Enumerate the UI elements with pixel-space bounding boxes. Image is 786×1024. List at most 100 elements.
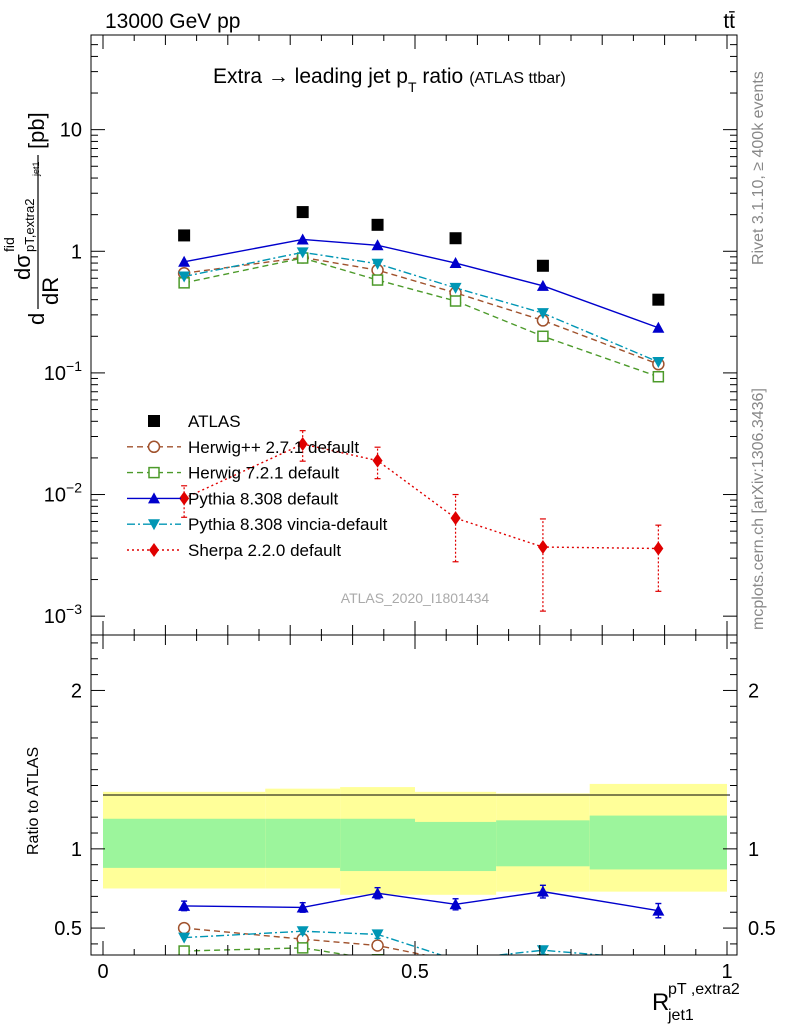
chart-title-note: (ATLAS ttbar): [469, 70, 566, 87]
legend-marker: [148, 466, 160, 479]
legend-label: Sherpa 2.2.0 default: [188, 541, 341, 560]
ratio-data-layer: [177, 884, 665, 967]
chart-title-tail: ratio: [417, 65, 464, 88]
ratio-inner-band: [265, 818, 341, 868]
ratio-data-point: [652, 904, 665, 916]
ratio-data-point: [178, 899, 191, 911]
ratio-series-line: [184, 890, 659, 912]
energy-label: 13000 GeV pp: [105, 10, 240, 33]
main-data-point: [653, 541, 664, 556]
ratio-inner-band: [340, 818, 415, 872]
analysis-id: ATLAS_2020_I1801434: [341, 590, 490, 606]
ratio-frame: [90, 634, 738, 956]
main-y-tick-label: 10: [60, 120, 82, 142]
ylabel-subsub: jet1: [31, 161, 41, 177]
ratio-data-point: [536, 885, 549, 897]
ratio-data-point: [178, 945, 190, 955]
main-series-line: [183, 251, 659, 363]
ratio-y-tick-label-right: 1: [748, 839, 759, 861]
main-data-point: [652, 356, 665, 368]
main-data-point: [652, 321, 665, 333]
main-data-point: [296, 206, 309, 219]
legend-label: Pythia 8.308 vincia-default: [188, 515, 388, 534]
main-y-tick-label: 10−3: [44, 601, 82, 628]
main-series-line: [183, 238, 659, 329]
legend-marker: [148, 519, 160, 531]
ratio-data-point: [178, 932, 191, 944]
main-data-point: [372, 453, 383, 468]
ylabel-d: d: [24, 313, 49, 325]
main-series-line: [183, 443, 659, 550]
main-series-line: [184, 256, 659, 365]
ratio-series-line: [184, 930, 610, 955]
ylabel-sub: pT,extra2: [22, 199, 37, 252]
x-tick-label: 0.5: [401, 961, 429, 983]
ratio-data-point: [653, 956, 664, 967]
legend-marker: [148, 415, 160, 427]
main-data-point: [536, 308, 549, 320]
ylabel-fid: fid: [1, 237, 17, 252]
ratio-inner-band: [589, 815, 727, 870]
process-label: tt̄: [723, 10, 735, 33]
ratio-data-point: [537, 954, 549, 955]
ratio-data-point: [371, 954, 384, 955]
ratio-data-point: [371, 887, 384, 899]
main-data-point: [297, 437, 308, 452]
main-data-point: [371, 239, 384, 251]
ratio-data-point: [449, 898, 462, 910]
main-data-point: [652, 293, 665, 306]
main-data-point: [449, 257, 462, 269]
main-data-point: [449, 232, 462, 245]
mcplots-label: mcplots.cern.ch [arXiv:1306.3436]: [750, 388, 767, 630]
ratio-data-point: [296, 942, 309, 954]
ratio-data-point: [371, 929, 384, 941]
ratio-data-point: [371, 939, 384, 952]
main-data-point: [652, 370, 665, 383]
main-data-point: [536, 279, 549, 291]
legend-marker: [149, 543, 159, 557]
main-panel: 10−3 10−2 10−1 1 10 Extra → leading jet pT r…: [1, 34, 738, 636]
main-data-point: [537, 540, 548, 555]
ratio-axis-ticks: [91, 635, 737, 955]
ylabel-unit: [pb]: [24, 112, 49, 149]
ratio-data-point: [652, 954, 665, 955]
main-data-point: [296, 233, 309, 245]
ratio-inner-band: [496, 820, 590, 867]
main-data-point: [371, 258, 384, 270]
ratio-y-tick-label-right: 2: [748, 680, 759, 702]
main-data-point: [537, 330, 549, 343]
ratio-data-point: [451, 956, 461, 966]
legend-label: Herwig 7.2.1 default: [188, 464, 339, 483]
main-y-tick-label: 10−2: [44, 480, 82, 507]
ratio-data-point: [449, 954, 462, 955]
main-data-layer: [177, 206, 665, 612]
ratio-y-tick-label-left: 2: [71, 680, 82, 702]
legend-label: ATLAS: [188, 412, 241, 431]
ratio-inner-band: [103, 818, 266, 868]
ratio-series-line: [184, 927, 428, 955]
legend-label: Pythia 8.308 default: [188, 489, 339, 508]
main-y-tick-label: 1: [71, 241, 82, 263]
svg-text:d: d: [24, 313, 49, 325]
main-data-point: [371, 218, 384, 231]
ratio-series-group: [177, 884, 665, 967]
ylabel-dsigma: dσ: [10, 254, 35, 280]
main-data-point: [536, 259, 549, 272]
ratio-y-tick-label-right: 0.5: [748, 918, 776, 940]
xlabel-sup: pT ,extra2: [668, 981, 740, 998]
main-y-tick-labels: 10−3 10−2 10−1 1 10: [44, 120, 82, 629]
chart-title: Extra → leading jet pT ratio (ATLAS ttbar…: [213, 65, 566, 95]
x-tick-label: 0: [97, 961, 108, 983]
ratio-data-point: [296, 926, 309, 938]
ratio-data-point: [538, 953, 547, 955]
ratio-y-tick-label-left: 1: [71, 839, 82, 861]
xlabel-sub: jet1: [667, 1007, 694, 1024]
chart-title-main: Extra → leading jet p: [213, 65, 408, 88]
ratio-uncertainty-bands: [103, 783, 727, 895]
ratio-panel: 0.5 0.5 1 1 2 2 0 0.5 1 Ratio to ATLAS R pT ,ext…: [25, 634, 776, 1024]
main-axis-ticks: [91, 34, 737, 635]
main-data-point: [178, 229, 191, 242]
ratio-y-tick-label-left: 0.5: [54, 918, 82, 940]
x-tick-label: 1: [721, 961, 732, 983]
